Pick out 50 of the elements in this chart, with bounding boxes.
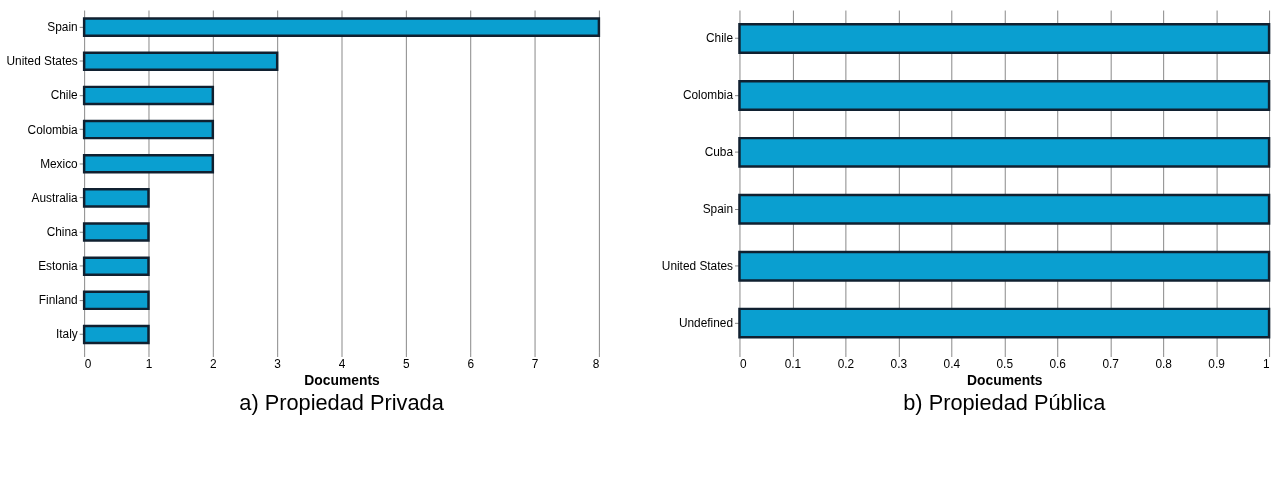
bar [82,256,150,276]
x-axis-title: Documents [304,371,380,388]
y-tick-label: United States [661,259,734,274]
bar [82,153,215,174]
text: a) Propiedad Privada [239,389,445,415]
x-tick-label: 0.2 [837,356,855,371]
y-tick-label: Colombia [682,88,734,103]
y-tick-label: Estonia [38,259,79,274]
y-tick-label: Finland [38,293,78,308]
text: b) Propiedad Pública [903,389,1107,415]
y-tick-label: United States [6,54,78,69]
bar [82,290,150,311]
bar [82,188,150,208]
x-tick-label: 3 [274,356,282,371]
y-tick-label: Australia [31,190,79,205]
x-tick-label: 0.9 [1208,356,1226,371]
y-tick-label: Chile [706,31,734,46]
bar [82,324,150,345]
x-tick-label: 0.1 [784,356,802,371]
y-tick-label: Cuba [704,145,734,160]
x-tick-label: 0.8 [1155,356,1173,371]
x-tick-label: 7 [531,356,539,371]
bar [82,119,215,140]
x-tick-label: 5 [403,356,411,371]
x-tick-label: 0.6 [1049,356,1067,371]
y-tick-label: Mexico [40,156,79,171]
x-axis-title: Documents [967,371,1043,388]
y-tick-label: Spain [702,202,734,217]
y-tick-label: Colombia [27,122,79,137]
x-tick-label: 6 [467,356,475,371]
bar [82,51,279,72]
x-tick-label: 0.3 [890,356,908,371]
x-tick-label: 0 [84,356,92,371]
bar [82,222,150,242]
y-tick-label: Spain [47,20,78,35]
x-tick-label: 0.5 [996,356,1014,371]
bar [82,85,215,106]
y-tick-label: China [46,224,79,239]
x-tick-label: 0.7 [1102,356,1119,371]
y-tick-label: Undefined [678,316,734,331]
y-tick-label: Chile [50,88,79,103]
x-tick-label: 1 [145,356,153,371]
x-tick-label: 0.4 [943,356,961,371]
x-tick-label: 0 [739,356,747,371]
x-tick-label: 4 [338,356,346,371]
y-tick-label: Italy [55,327,78,342]
x-tick-label: 1 [1262,356,1270,371]
x-tick-label: 2 [210,356,217,371]
bar [82,17,601,37]
x-tick-label: 8 [592,356,600,371]
